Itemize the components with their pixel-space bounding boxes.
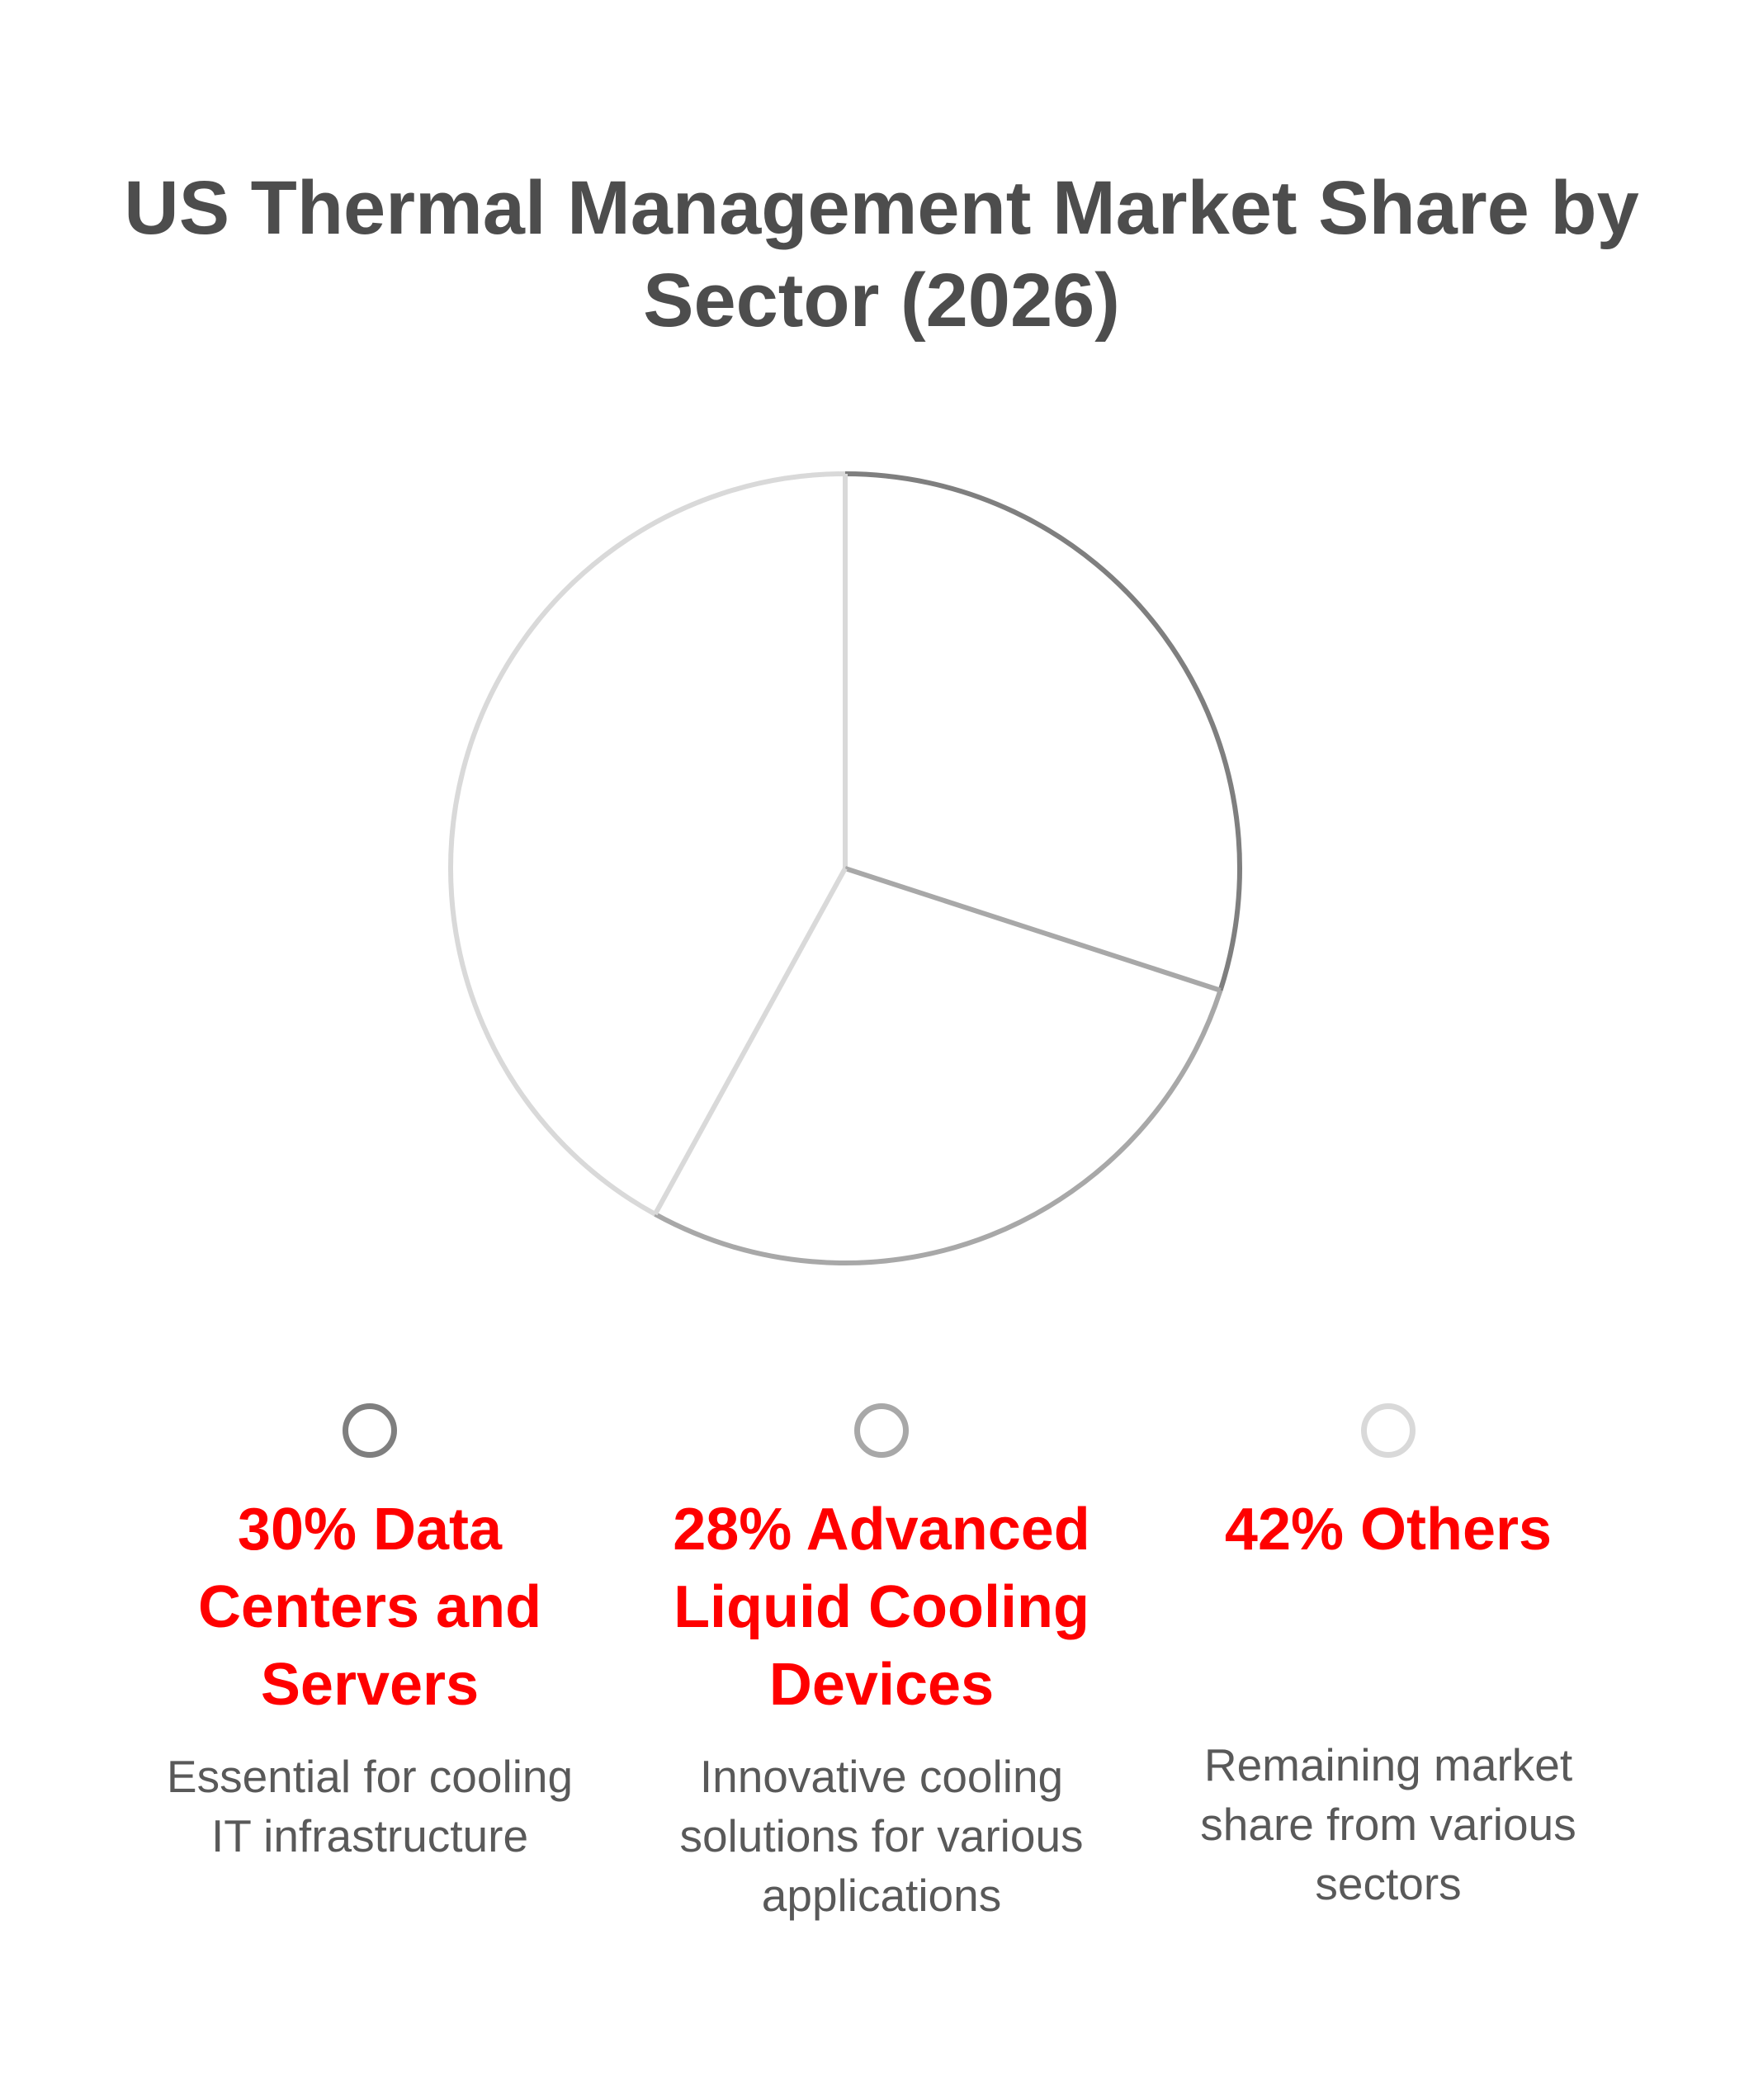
slice-description-line: applications [761,1870,1002,1921]
chart-title-line-2: Sector (2026) [643,258,1120,343]
slice-description-line: Essential for cooling [166,1751,574,1802]
slice-label-line: Liquid Cooling [674,1574,1089,1640]
slice-label-line: Centers and [197,1574,542,1640]
slice-description-data-centers: Essential for cooling IT infrastructure [139,1747,601,1866]
pie-slice-boundary-1 [844,866,1222,993]
slice-description-others: Remaining market share from various sect… [1157,1735,1619,1913]
pie-slice-1 [655,868,1221,1263]
legend-item-liquid-cooling: 28% Advanced Liquid Cooling Devices Inno… [650,1403,1113,1925]
slice-label-line: Servers [260,1652,480,1718]
legend-item-data-centers: 30% Data Centers and Servers Essential f… [139,1403,601,1866]
slice-label-line: 28% Advanced [673,1497,1090,1563]
slice-description-line: IT infrastructure [210,1810,529,1861]
slice-label-data-centers: 30% Data Centers and Servers [139,1491,601,1724]
slice-description-line: sectors [1315,1858,1462,1909]
legend-marker-others [1361,1403,1416,1458]
slice-description-liquid-cooling: Innovative cooling solutions for various… [650,1747,1113,1925]
slice-description-line: Remaining market [1203,1739,1573,1790]
slice-label-others: 42% Others [1157,1491,1619,1568]
pie-slice-arc-1 [654,989,1223,1265]
pie-slice-arc-0 [844,471,1242,991]
pie-slice-boundary-2 [653,867,848,1216]
slice-description-line: Innovative cooling [699,1751,1064,1802]
legend-item-others: 42% Others Remaining market share from v… [1157,1403,1619,1913]
slice-label-line: Devices [768,1652,995,1718]
chart-title: US Thermal Management Market Share by Se… [0,162,1763,347]
legend-marker-data-centers [343,1403,397,1458]
chart-title-line-1: US Thermal Management Market Share by [124,166,1639,250]
slice-description-line: share from various [1200,1799,1576,1850]
slice-label-line: 30% Data [237,1497,503,1563]
pie-slice-2 [451,474,845,1214]
pie-slice-arc-2 [448,471,846,1217]
slice-label-line: 42% Others [1224,1497,1553,1563]
legend-marker-liquid-cooling [854,1403,909,1458]
slice-description-line: solutions for various [679,1810,1084,1861]
slice-label-liquid-cooling: 28% Advanced Liquid Cooling Devices [650,1491,1113,1724]
pie-slice-0 [845,474,1240,991]
